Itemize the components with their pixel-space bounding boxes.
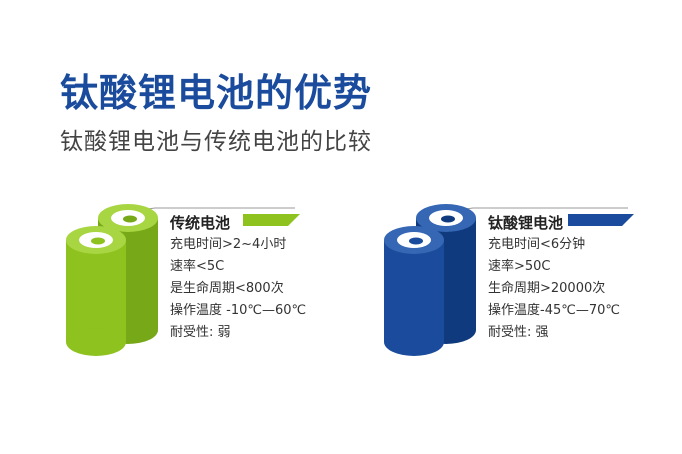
- lithium-spec-tolerance: 耐受性: 强: [488, 325, 549, 340]
- lithium-spec-rate: 速率>50C: [488, 259, 551, 274]
- traditional-spec-temperature: 操作温度 -10℃—60℃: [170, 303, 307, 318]
- traditional-battery-icon: [66, 204, 300, 356]
- lithium-battery-icon: [384, 204, 634, 356]
- lithium-spec-temperature: 操作温度-45℃—70℃: [488, 303, 620, 318]
- lithium-spec-charge-time: 充电时间<6分钟: [488, 237, 586, 252]
- lithium-title: 钛酸锂电池: [488, 214, 564, 232]
- page-subtitle: 钛酸锂电池与传统电池的比较: [60, 129, 372, 155]
- page-title: 钛酸锂电池的优势: [60, 71, 373, 115]
- traditional-title: 传统电池: [170, 214, 231, 232]
- traditional-spec-life-cycle: 是生命周期<800次: [170, 281, 284, 296]
- lithium-spec-life-cycle: 生命周期>20000次: [488, 281, 606, 296]
- traditional-spec-tolerance: 耐受性: 弱: [170, 325, 231, 340]
- traditional-spec-rate: 速率<5C: [170, 259, 225, 274]
- traditional-spec-charge-time: 充电时间>2~4小时: [170, 237, 287, 252]
